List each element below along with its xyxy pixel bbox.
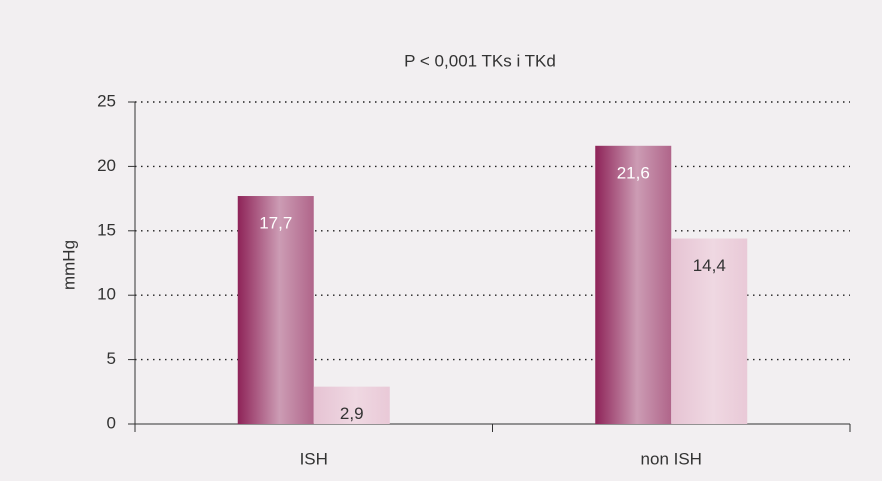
y-tick-label: 5 [107, 349, 116, 368]
chart-title: P < 0,001 TKs i TKd [404, 51, 556, 70]
bar [237, 196, 314, 424]
data-label: 2,9 [340, 404, 364, 423]
y-tick-label: 20 [97, 156, 116, 175]
bar [595, 145, 672, 425]
data-label: 14,4 [693, 256, 726, 275]
bar [313, 386, 390, 424]
x-tick-label: ISH [300, 449, 328, 468]
data-label: 21,6 [617, 163, 650, 182]
data-label: 17,7 [259, 214, 292, 233]
y-tick-label: 25 [97, 91, 116, 110]
x-tick-label: non ISH [641, 449, 702, 468]
y-tick-label: 0 [107, 413, 116, 432]
y-tick-label: 10 [97, 285, 116, 304]
y-tick-label: 15 [97, 220, 116, 239]
y-axis-label: mmHg [59, 240, 78, 290]
bar [671, 238, 748, 424]
